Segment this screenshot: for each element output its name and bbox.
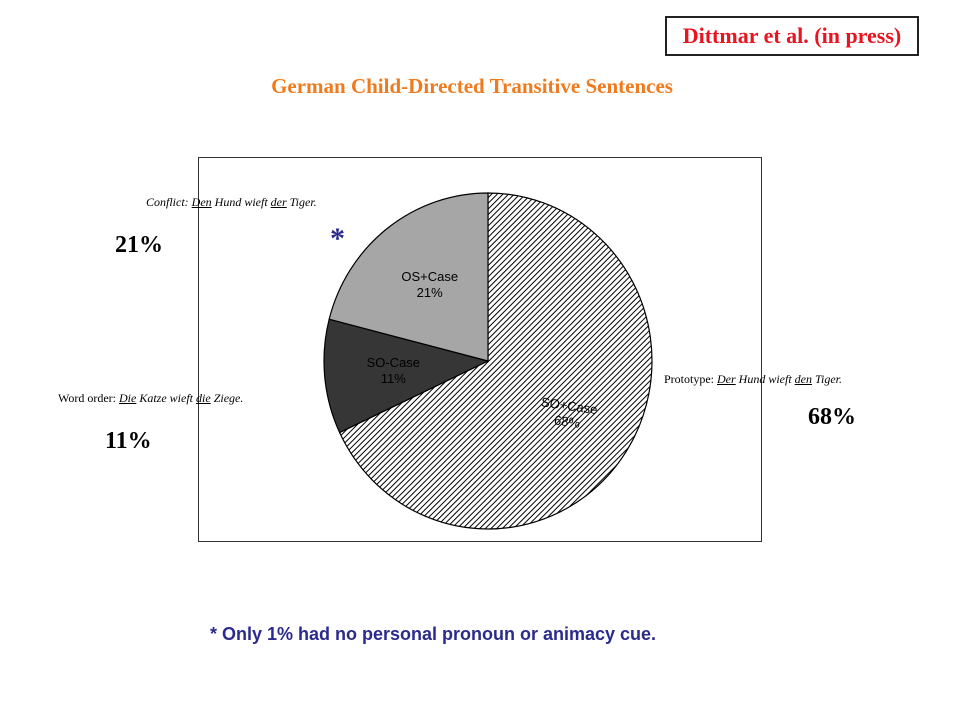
conflict-mid-1: Hund wieft: [211, 195, 271, 209]
conflict-percent: 21%: [115, 232, 163, 258]
prototype-mid-2: Tiger.: [812, 372, 843, 386]
word-order-mid-2: Ziege.: [210, 391, 244, 405]
word-order-mid-1: Katze wieft: [136, 391, 197, 405]
conflict-annotation: Conflict: Den Hund wieft der Tiger.: [146, 195, 317, 210]
prototype-word-2: den: [794, 372, 812, 386]
prototype-annotation: Prototype: Der Hund wieft den Tiger.: [664, 372, 842, 387]
conflict-word-2: der: [270, 195, 287, 209]
conflict-prefix: Conflict:: [146, 195, 192, 209]
citation-text: Dittmar et al. (in press): [682, 23, 902, 48]
prototype-prefix: Prototype:: [664, 372, 717, 386]
prototype-word-1: Der: [717, 372, 736, 386]
word-order-word-1: Die: [119, 391, 137, 405]
conflict-word-1: Den: [191, 195, 212, 209]
word-order-prefix: Word order:: [58, 391, 120, 405]
word-order-word-2: die: [196, 391, 211, 405]
asterisk-marker: *: [330, 222, 345, 255]
so-minus-case-slice: [323, 318, 490, 434]
so-plus-case-slice: [338, 192, 653, 530]
os-plus-case-label: OS+Case: [401, 269, 458, 284]
chart-title: German Child-Directed Transitive Sentenc…: [271, 74, 673, 98]
footnote: * Only 1% had no personal pronoun or ani…: [209, 624, 657, 644]
plot-frame: SO+Case 68% SO-Case 11% OS+Case 21%: [198, 157, 762, 542]
word-order-percent: 11%: [105, 428, 152, 454]
conflict-mid-2: Tiger.: [286, 195, 317, 209]
citation-box: Dittmar et al. (in press): [665, 16, 919, 56]
so-minus-case-percent-label: 11%: [381, 371, 406, 386]
prototype-mid-1: Hund wieft: [735, 372, 795, 386]
so-minus-case-label: SO-Case: [367, 355, 420, 370]
prototype-percent: 68%: [808, 404, 856, 430]
so-plus-case-percent-label: 68%: [553, 412, 581, 431]
os-plus-case-slice: [328, 192, 489, 362]
word-order-annotation: Word order: Die Katze wieft die Ziege.: [58, 391, 243, 406]
os-plus-case-percent-label: 21%: [417, 285, 443, 300]
